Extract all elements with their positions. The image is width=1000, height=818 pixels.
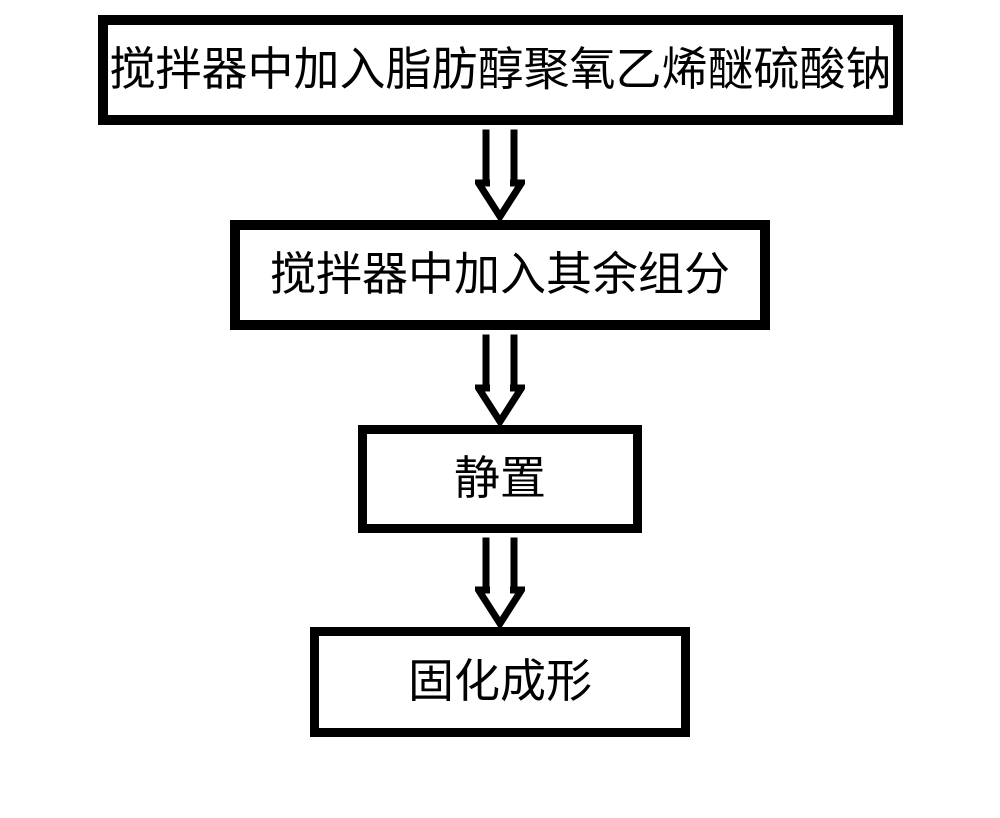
flow-arrow-3 bbox=[475, 533, 525, 627]
flowchart-canvas: 搅拌器中加入脂肪醇聚氧乙烯醚硫酸钠搅拌器中加入其余组分静置固化成形 bbox=[0, 0, 1000, 818]
flow-node-label: 静置 bbox=[454, 456, 546, 502]
flow-node-label: 搅拌器中加入其余组分 bbox=[270, 252, 730, 298]
flow-node-step1: 搅拌器中加入脂肪醇聚氧乙烯醚硫酸钠 bbox=[98, 15, 903, 125]
flow-node-step3: 静置 bbox=[358, 425, 642, 533]
flow-node-step2: 搅拌器中加入其余组分 bbox=[230, 220, 770, 330]
flow-node-step4: 固化成形 bbox=[310, 627, 690, 737]
flow-node-label: 搅拌器中加入脂肪醇聚氧乙烯醚硫酸钠 bbox=[110, 47, 892, 93]
flow-arrow-1 bbox=[475, 125, 525, 220]
flow-arrow-2 bbox=[475, 330, 525, 425]
flow-node-label: 固化成形 bbox=[408, 659, 592, 705]
